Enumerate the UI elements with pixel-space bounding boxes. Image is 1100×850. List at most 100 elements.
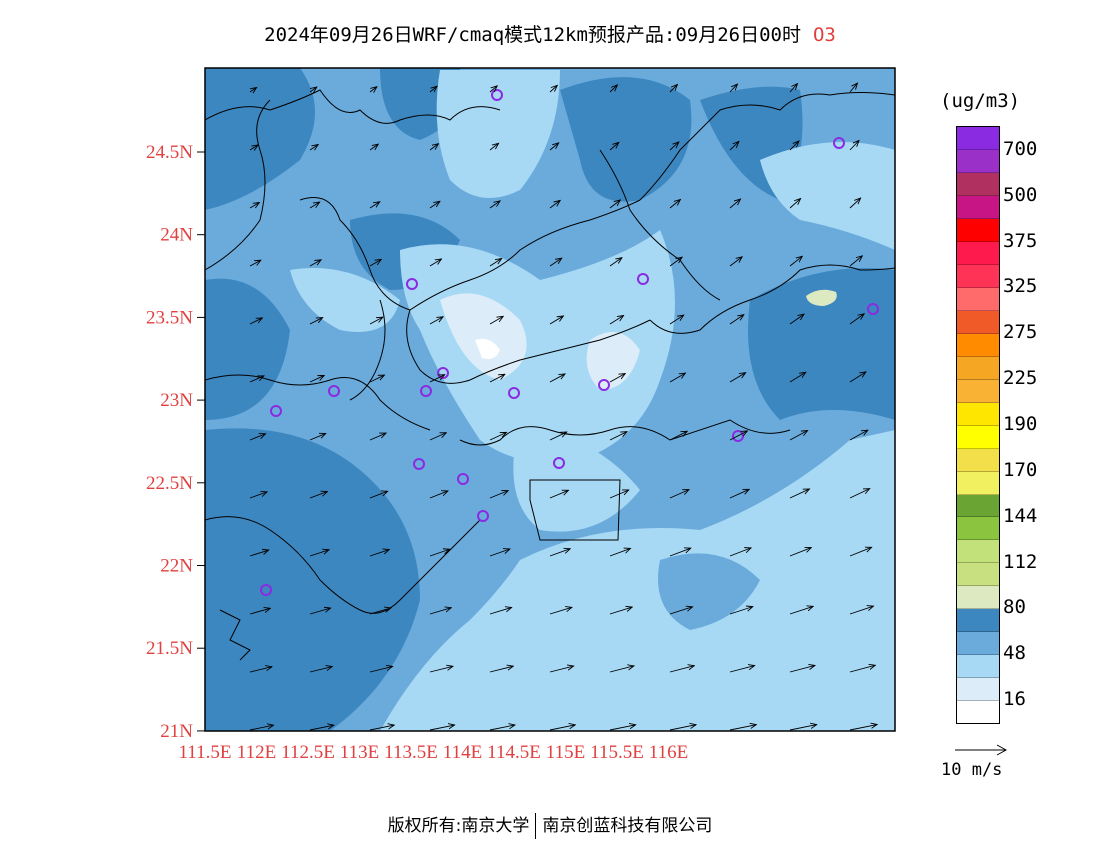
- wind-arrow: [789, 548, 811, 557]
- wind-key-label: 10 m/s: [941, 760, 1003, 780]
- wind-arrow: [789, 256, 802, 267]
- color-scale-step: [957, 379, 999, 403]
- wind-arrow: [669, 257, 682, 267]
- lon-tick-label: 114E: [443, 742, 482, 763]
- color-scale-label: 112: [1003, 550, 1038, 573]
- wind-arrow: [729, 725, 756, 731]
- wind-arrow: [729, 431, 747, 441]
- color-scale-step: [957, 471, 999, 495]
- wind-arrow: [849, 547, 872, 557]
- color-scale-step: [957, 448, 999, 472]
- wind-arrow: [609, 607, 632, 615]
- wind-arrow: [729, 199, 741, 209]
- wind-arrow: [910, 547, 932, 556]
- wind-arrow: [249, 492, 267, 499]
- wind-arrow: [249, 376, 264, 383]
- wind-arrow: [609, 548, 630, 557]
- map-frame: [204, 67, 896, 732]
- wind-arrow: [309, 260, 321, 267]
- wind-arrow: [910, 83, 917, 92]
- wind-arrow: [789, 725, 817, 731]
- wind-arrow: [429, 725, 455, 731]
- color-scale-step: [957, 586, 999, 610]
- wind-arrow: [549, 607, 572, 615]
- wind-arrow: [849, 198, 861, 209]
- wind-arrow: [369, 491, 388, 499]
- wind-vectors: [249, 83, 937, 731]
- wind-arrow: [549, 490, 568, 499]
- wind-arrow: [489, 432, 507, 441]
- color-scale-label: 80: [1003, 596, 1026, 619]
- wind-arrow: [489, 259, 502, 267]
- lon-tick-label: 112E: [237, 742, 276, 763]
- color-scale-label: 500: [1003, 183, 1038, 206]
- wind-arrow: [729, 84, 737, 93]
- wind-arrow: [669, 666, 694, 673]
- wind-arrow: [609, 374, 625, 383]
- color-scale-step: [957, 678, 999, 702]
- wind-arrow: [369, 550, 389, 557]
- wind-arrow: [789, 606, 813, 615]
- wind-arrow: [369, 144, 378, 151]
- wind-arrow: [369, 608, 391, 615]
- wind-arrow: [549, 549, 570, 557]
- color-scale-label: 325: [1003, 275, 1038, 298]
- wind-arrow: [669, 490, 689, 499]
- wind-arrow: [369, 202, 380, 209]
- wind-arrow: [429, 666, 453, 673]
- wind-arrow: [729, 257, 742, 267]
- monitoring-stations: [260, 89, 879, 596]
- wind-arrow: [309, 433, 326, 441]
- wind-arrow: [309, 202, 320, 209]
- wind-arrow: [669, 315, 684, 325]
- wind-arrow: [309, 608, 331, 615]
- wind-arrow: [789, 489, 809, 499]
- wind-arrow: [789, 665, 815, 673]
- copyright-owner: 版权所有:南京大学: [387, 816, 530, 836]
- color-scale-label: 190: [1003, 413, 1038, 435]
- wind-arrow: [910, 313, 924, 324]
- wind-arrow: [549, 374, 565, 383]
- wind-arrow: [429, 375, 445, 383]
- wind-arrow: [669, 142, 679, 151]
- wind-arrow: [489, 201, 500, 209]
- copyright-footer: 版权所有:南京大学 南京创蓝科技有限公司: [0, 811, 1100, 839]
- wind-arrow: [429, 144, 438, 151]
- wind-arrow: [549, 85, 557, 93]
- wind-arrow: [789, 199, 801, 209]
- color-scale-step: [957, 195, 999, 219]
- wind-arrow: [729, 489, 749, 499]
- pollutant-tag: O3: [812, 24, 836, 46]
- color-scale-label: 16: [1003, 688, 1026, 711]
- wind-arrow: [669, 373, 685, 383]
- title-text: 2024年09月26日WRF/cmaq模式12km预报产品:09月26日00时: [264, 24, 801, 46]
- wind-arrow: [849, 606, 873, 615]
- wind-arrow: [309, 667, 332, 673]
- wind-arrow: [849, 372, 866, 383]
- wind-key-arrow: [955, 744, 1008, 756]
- wind-arrow: [849, 725, 877, 731]
- color-scale-label: 48: [1003, 642, 1026, 665]
- wind-arrow: [849, 141, 859, 151]
- lon-tick-label: 113E: [340, 742, 379, 763]
- wind-arrow: [549, 143, 559, 151]
- lon-tick-label: 112.5E: [281, 742, 335, 763]
- lon-tick-label: 113.5E: [384, 742, 438, 763]
- color-scale-step: [957, 609, 999, 633]
- wind-arrow: [429, 608, 451, 615]
- wind-arrow: [789, 314, 804, 325]
- lat-tick-label: 23.5N: [146, 307, 193, 328]
- wind-arrow: [849, 489, 870, 499]
- wind-arrow: [429, 317, 443, 325]
- color-scale-step: [957, 356, 999, 380]
- wind-arrow: [669, 607, 693, 615]
- wind-arrow: [429, 86, 437, 92]
- color-scale-step: [957, 172, 999, 196]
- wind-arrow: [249, 203, 259, 209]
- lon-tick-label: 115E: [546, 742, 585, 763]
- wind-arrow: [849, 665, 875, 673]
- wind-arrow: [609, 258, 622, 267]
- lon-tick-label: 115.5E: [590, 742, 644, 763]
- lon-tick-label: 116E: [649, 742, 688, 763]
